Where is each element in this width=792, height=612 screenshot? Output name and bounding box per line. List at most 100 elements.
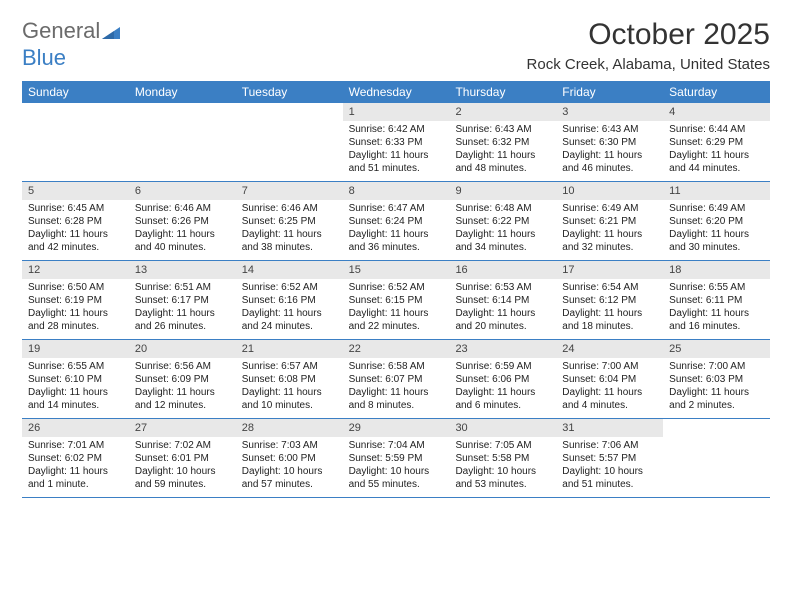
calendar: SundayMondayTuesdayWednesdayThursdayFrid… [22, 81, 770, 498]
day-number: 30 [449, 419, 556, 437]
day-content: Sunrise: 7:04 AMSunset: 5:59 PMDaylight:… [343, 437, 450, 495]
day-number: 28 [236, 419, 343, 437]
day-content: Sunrise: 6:47 AMSunset: 6:24 PMDaylight:… [343, 200, 450, 258]
day-number: 24 [556, 340, 663, 358]
day-day1-text: Daylight: 11 hours [562, 228, 657, 241]
day-sunset-text: Sunset: 5:58 PM [455, 452, 550, 465]
day-day1-text: Daylight: 11 hours [562, 149, 657, 162]
day-day2-text: and 24 minutes. [242, 320, 337, 333]
weekday-header-cell: Thursday [449, 81, 556, 103]
day-number: 7 [236, 182, 343, 200]
calendar-week-row: 1Sunrise: 6:42 AMSunset: 6:33 PMDaylight… [22, 103, 770, 182]
day-sunset-text: Sunset: 6:06 PM [455, 373, 550, 386]
calendar-day-cell [663, 419, 770, 497]
day-sunrise-text: Sunrise: 6:54 AM [562, 281, 657, 294]
day-content: Sunrise: 6:58 AMSunset: 6:07 PMDaylight:… [343, 358, 450, 416]
calendar-day-cell: 17Sunrise: 6:54 AMSunset: 6:12 PMDayligh… [556, 261, 663, 339]
calendar-day-cell: 31Sunrise: 7:06 AMSunset: 5:57 PMDayligh… [556, 419, 663, 497]
day-sunrise-text: Sunrise: 7:00 AM [669, 360, 764, 373]
day-content: Sunrise: 6:43 AMSunset: 6:30 PMDaylight:… [556, 121, 663, 179]
day-day2-text: and 1 minute. [28, 478, 123, 491]
day-day1-text: Daylight: 11 hours [349, 228, 444, 241]
calendar-day-cell: 13Sunrise: 6:51 AMSunset: 6:17 PMDayligh… [129, 261, 236, 339]
day-day2-text: and 8 minutes. [349, 399, 444, 412]
day-sunrise-text: Sunrise: 6:43 AM [562, 123, 657, 136]
day-sunrise-text: Sunrise: 7:02 AM [135, 439, 230, 452]
month-title: October 2025 [527, 18, 770, 52]
day-content: Sunrise: 6:44 AMSunset: 6:29 PMDaylight:… [663, 121, 770, 179]
day-day2-text: and 6 minutes. [455, 399, 550, 412]
calendar-day-cell: 7Sunrise: 6:46 AMSunset: 6:25 PMDaylight… [236, 182, 343, 260]
calendar-day-cell [236, 103, 343, 181]
day-content: Sunrise: 6:57 AMSunset: 6:08 PMDaylight:… [236, 358, 343, 416]
calendar-day-cell [22, 103, 129, 181]
day-day1-text: Daylight: 11 hours [242, 386, 337, 399]
day-day2-text: and 57 minutes. [242, 478, 337, 491]
calendar-week-row: 19Sunrise: 6:55 AMSunset: 6:10 PMDayligh… [22, 340, 770, 419]
calendar-day-cell: 23Sunrise: 6:59 AMSunset: 6:06 PMDayligh… [449, 340, 556, 418]
calendar-body: 1Sunrise: 6:42 AMSunset: 6:33 PMDaylight… [22, 103, 770, 498]
day-day1-text: Daylight: 10 hours [242, 465, 337, 478]
day-number: 3 [556, 103, 663, 121]
day-number: 23 [449, 340, 556, 358]
day-content: Sunrise: 6:59 AMSunset: 6:06 PMDaylight:… [449, 358, 556, 416]
day-sunrise-text: Sunrise: 6:55 AM [669, 281, 764, 294]
calendar-day-cell: 14Sunrise: 6:52 AMSunset: 6:16 PMDayligh… [236, 261, 343, 339]
day-sunrise-text: Sunrise: 6:42 AM [349, 123, 444, 136]
calendar-day-cell: 1Sunrise: 6:42 AMSunset: 6:33 PMDaylight… [343, 103, 450, 181]
calendar-week-row: 12Sunrise: 6:50 AMSunset: 6:19 PMDayligh… [22, 261, 770, 340]
day-number: 12 [22, 261, 129, 279]
day-day1-text: Daylight: 11 hours [349, 307, 444, 320]
calendar-day-cell: 16Sunrise: 6:53 AMSunset: 6:14 PMDayligh… [449, 261, 556, 339]
day-number: 14 [236, 261, 343, 279]
day-day2-text: and 59 minutes. [135, 478, 230, 491]
day-content: Sunrise: 7:03 AMSunset: 6:00 PMDaylight:… [236, 437, 343, 495]
day-day2-text: and 38 minutes. [242, 241, 337, 254]
calendar-day-cell: 22Sunrise: 6:58 AMSunset: 6:07 PMDayligh… [343, 340, 450, 418]
day-sunrise-text: Sunrise: 6:53 AM [455, 281, 550, 294]
calendar-day-cell: 12Sunrise: 6:50 AMSunset: 6:19 PMDayligh… [22, 261, 129, 339]
day-sunset-text: Sunset: 6:08 PM [242, 373, 337, 386]
day-sunrise-text: Sunrise: 6:45 AM [28, 202, 123, 215]
day-sunrise-text: Sunrise: 6:44 AM [669, 123, 764, 136]
calendar-day-cell: 21Sunrise: 6:57 AMSunset: 6:08 PMDayligh… [236, 340, 343, 418]
day-sunset-text: Sunset: 6:22 PM [455, 215, 550, 228]
calendar-day-cell: 10Sunrise: 6:49 AMSunset: 6:21 PMDayligh… [556, 182, 663, 260]
day-sunrise-text: Sunrise: 6:55 AM [28, 360, 123, 373]
day-day1-text: Daylight: 11 hours [28, 386, 123, 399]
day-sunrise-text: Sunrise: 6:43 AM [455, 123, 550, 136]
day-content: Sunrise: 6:51 AMSunset: 6:17 PMDaylight:… [129, 279, 236, 337]
day-sunrise-text: Sunrise: 7:05 AM [455, 439, 550, 452]
day-content: Sunrise: 6:56 AMSunset: 6:09 PMDaylight:… [129, 358, 236, 416]
day-number: 10 [556, 182, 663, 200]
day-day2-text: and 36 minutes. [349, 241, 444, 254]
day-number: 25 [663, 340, 770, 358]
location-text: Rock Creek, Alabama, United States [527, 56, 770, 73]
day-day2-text: and 46 minutes. [562, 162, 657, 175]
day-content: Sunrise: 6:52 AMSunset: 6:15 PMDaylight:… [343, 279, 450, 337]
day-content: Sunrise: 7:06 AMSunset: 5:57 PMDaylight:… [556, 437, 663, 495]
day-number: 29 [343, 419, 450, 437]
day-day1-text: Daylight: 11 hours [669, 307, 764, 320]
day-sunset-text: Sunset: 6:21 PM [562, 215, 657, 228]
day-sunset-text: Sunset: 6:07 PM [349, 373, 444, 386]
day-day1-text: Daylight: 10 hours [455, 465, 550, 478]
day-content: Sunrise: 6:43 AMSunset: 6:32 PMDaylight:… [449, 121, 556, 179]
day-day1-text: Daylight: 11 hours [135, 307, 230, 320]
calendar-day-cell: 24Sunrise: 7:00 AMSunset: 6:04 PMDayligh… [556, 340, 663, 418]
day-day2-text: and 48 minutes. [455, 162, 550, 175]
day-day2-text: and 42 minutes. [28, 241, 123, 254]
day-day1-text: Daylight: 11 hours [669, 149, 764, 162]
day-day1-text: Daylight: 11 hours [669, 386, 764, 399]
day-content: Sunrise: 7:01 AMSunset: 6:02 PMDaylight:… [22, 437, 129, 495]
calendar-day-cell: 15Sunrise: 6:52 AMSunset: 6:15 PMDayligh… [343, 261, 450, 339]
day-content: Sunrise: 6:52 AMSunset: 6:16 PMDaylight:… [236, 279, 343, 337]
day-sunset-text: Sunset: 6:24 PM [349, 215, 444, 228]
day-day2-text: and 18 minutes. [562, 320, 657, 333]
calendar-day-cell: 9Sunrise: 6:48 AMSunset: 6:22 PMDaylight… [449, 182, 556, 260]
day-day2-text: and 16 minutes. [669, 320, 764, 333]
day-content: Sunrise: 6:54 AMSunset: 6:12 PMDaylight:… [556, 279, 663, 337]
day-sunset-text: Sunset: 6:25 PM [242, 215, 337, 228]
day-sunset-text: Sunset: 6:19 PM [28, 294, 123, 307]
calendar-day-cell: 26Sunrise: 7:01 AMSunset: 6:02 PMDayligh… [22, 419, 129, 497]
